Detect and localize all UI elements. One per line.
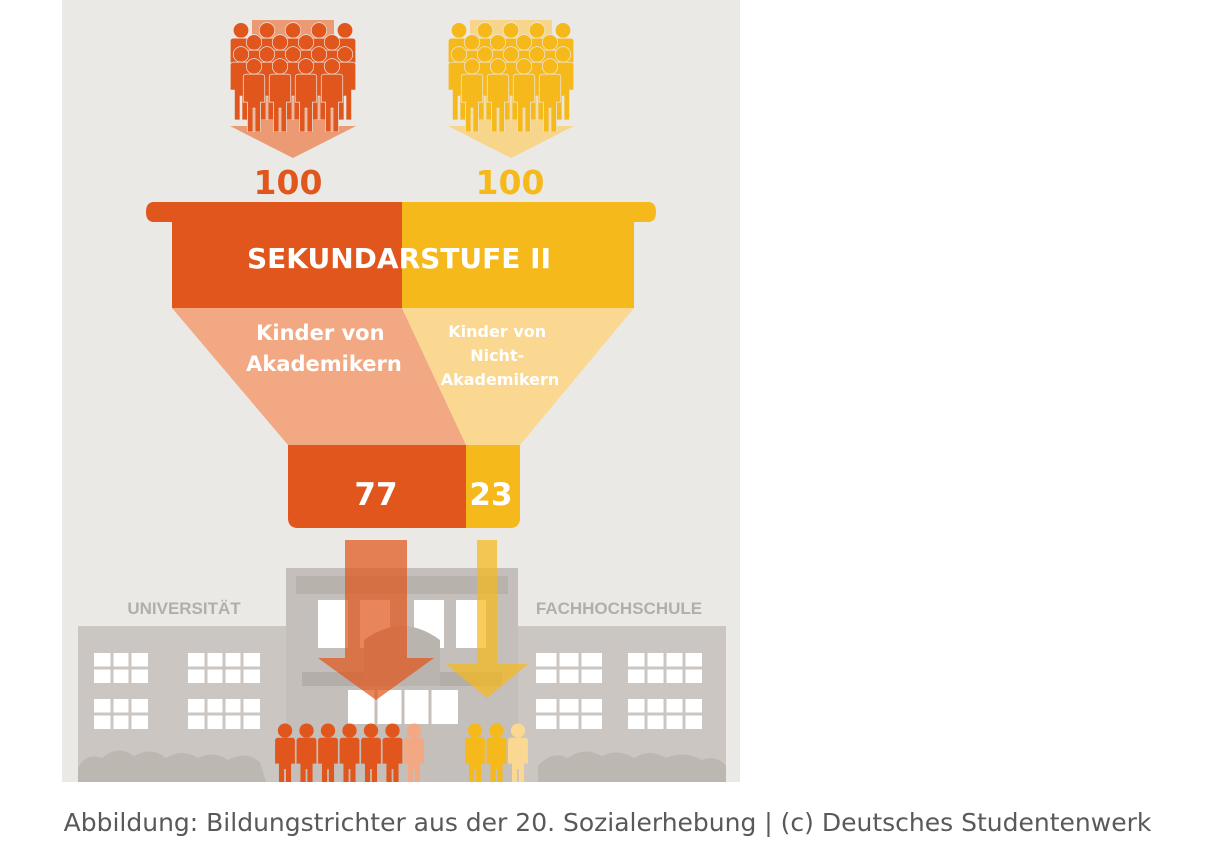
university-label: UNIVERSITÄT xyxy=(127,599,241,618)
nicht-akademiker-label: Kinder von Nicht- Akademikern xyxy=(441,322,560,389)
fachhochschule-label: FACHHOCHSCHULE xyxy=(536,599,702,618)
bushes xyxy=(78,750,726,782)
figure-caption: Abbildung: Bildungstrichter aus der 20. … xyxy=(63,808,1152,837)
akademiker-end-count: 77 xyxy=(354,477,397,513)
funnel xyxy=(146,202,656,528)
nicht-akademiker-start-count: 100 xyxy=(476,163,545,202)
university-building xyxy=(78,626,326,782)
akademiker-output-arrow xyxy=(318,540,434,700)
funnel-header: SEKUNDARSTUFE II xyxy=(247,242,551,275)
akademiker-label: Kinder von Akademikern xyxy=(246,321,402,376)
education-funnel-infographic: UNIVERSITÄT FACHHOCHSCHULE 100 100 SEKUN… xyxy=(62,0,740,782)
akademiker-start-count: 100 xyxy=(254,163,323,202)
nicht-akademiker-output-arrow xyxy=(446,540,528,698)
nicht-akademiker-end-count: 23 xyxy=(469,477,512,513)
